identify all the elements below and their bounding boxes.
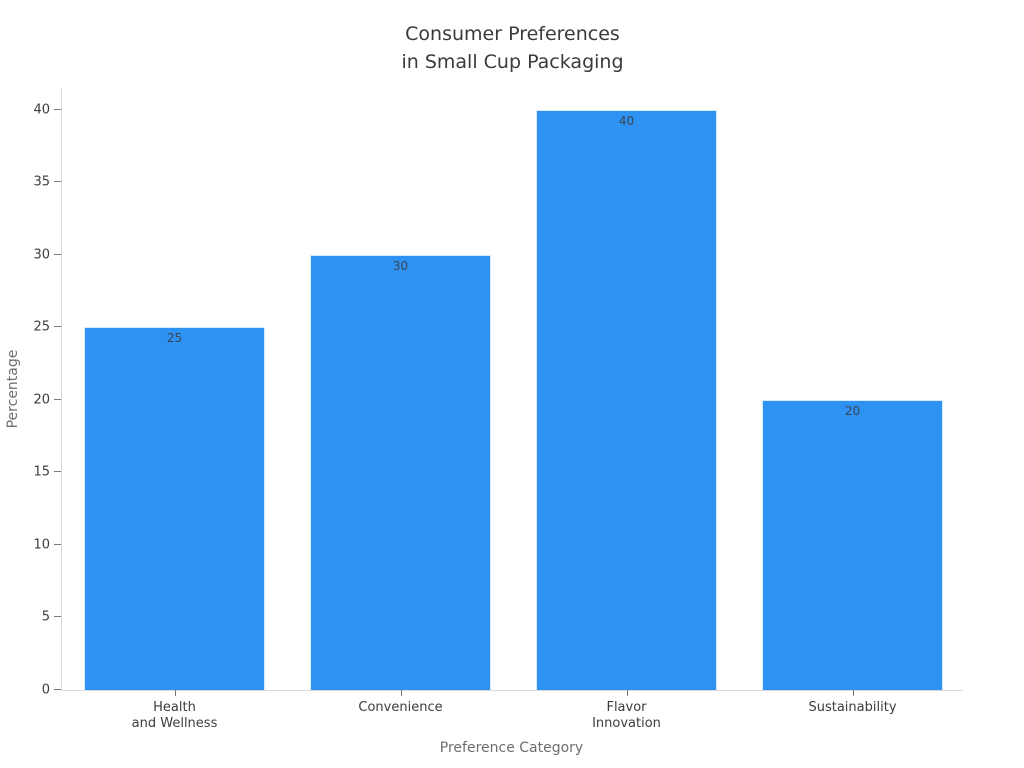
- chart-title-line-1: Consumer Preferences: [405, 23, 620, 45]
- y-tick-label: 20: [33, 392, 50, 408]
- y-tick-label: 30: [33, 247, 50, 263]
- x-tick-mark: [626, 690, 628, 696]
- x-tick-mark: [852, 690, 854, 696]
- y-tick-mark: [54, 616, 61, 618]
- x-tick-label: Flavor Innovation: [592, 700, 661, 732]
- x-tick-label: Sustainability: [808, 700, 896, 716]
- y-tick-label: 15: [33, 464, 50, 480]
- plot-area: 0 5 10 15 20 25 30 35 40 25 Health and Wellness 30 Co…: [33, 88, 963, 731]
- bar-value-label: 40: [618, 113, 635, 128]
- y-tick-mark: [54, 181, 61, 183]
- y-tick-label: 5: [41, 609, 50, 625]
- bar-value-label: 25: [166, 331, 183, 346]
- y-axis-label: Percentage: [5, 349, 21, 429]
- y-tick-mark: [54, 108, 61, 110]
- y-tick-mark: [54, 253, 61, 255]
- bar-value-label: 30: [392, 258, 409, 273]
- bar-flavor-innovation: 40: [536, 109, 717, 690]
- x-tick-label-line: Sustainability: [808, 700, 897, 715]
- y-tick-mark: [54, 471, 61, 473]
- bar-sustainability: 20: [762, 399, 943, 690]
- x-tick-mark: [174, 690, 176, 696]
- x-tick-label: Health and Wellness: [132, 700, 218, 732]
- bar-convenience: 30: [310, 254, 491, 690]
- x-tick-label-line: Health: [153, 700, 196, 715]
- y-tick-label: 10: [33, 537, 50, 553]
- x-tick-mark: [400, 690, 402, 696]
- y-tick-label: 40: [33, 102, 50, 118]
- y-tick-label: 25: [33, 319, 50, 335]
- y-tick-mark: [54, 326, 61, 328]
- bar-value-label: 20: [844, 403, 861, 418]
- y-tick-label: 35: [33, 174, 50, 190]
- y-tick-mark: [54, 689, 61, 690]
- y-tick-label: 0: [41, 682, 50, 698]
- x-axis-label: Preference Category: [439, 740, 584, 756]
- x-tick-label: Convenience: [358, 700, 442, 716]
- x-tick-label-line: Innovation: [592, 716, 661, 731]
- y-tick-mark: [54, 543, 61, 545]
- x-tick-label-line: Flavor: [606, 700, 647, 715]
- bar-health-and-wellness: 25: [84, 327, 265, 690]
- chart-title-line-2: in Small Cup Packaging: [401, 51, 624, 73]
- x-tick-label-line: and Wellness: [131, 716, 218, 731]
- x-tick-label-line: Convenience: [358, 700, 443, 715]
- chart-title: Consumer Preferences in Small Cup Packag…: [62, 20, 963, 76]
- y-tick-mark: [54, 398, 61, 400]
